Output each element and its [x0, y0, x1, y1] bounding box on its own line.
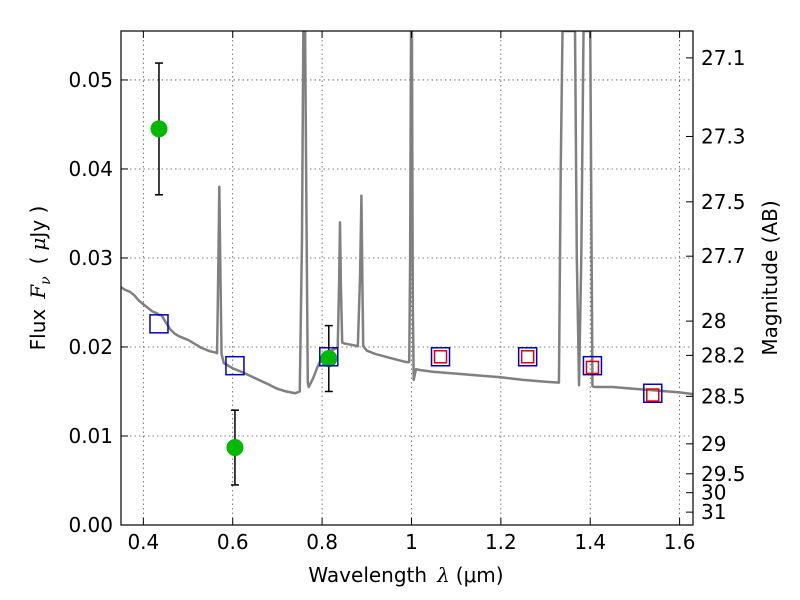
y-axis-title-subscript: ν — [38, 276, 54, 285]
x-tick-label: 1.2 — [485, 530, 517, 554]
y2-tick-label: 27.3 — [701, 124, 746, 148]
observed-point — [226, 439, 244, 457]
x-axis-title-text: Wavelength — [308, 563, 427, 587]
x-axis-title-unit: (μm) — [456, 563, 504, 587]
y2-tick-label: 28.2 — [701, 343, 746, 367]
y-axis-title-symbol: F — [26, 284, 50, 300]
observed-point — [150, 120, 168, 138]
x-axis-title-symbol: λ — [436, 563, 450, 587]
y-tick-label: 0.02 — [68, 335, 113, 359]
x-tick-label: 0.6 — [217, 530, 249, 554]
blue-square-marker — [643, 383, 663, 404]
blue-square-marker — [225, 355, 245, 376]
y2-tick-label: 27.1 — [701, 46, 746, 70]
y-axis-title-unit: Jy ) — [26, 206, 50, 240]
y2-tick-label: 28 — [701, 309, 726, 333]
y-axis-title-paren: ( — [26, 257, 50, 265]
model-spectrum-line — [121, 31, 693, 396]
blue-square-marker — [319, 347, 339, 367]
axis-ticks: 0.4 0.6 0.8 1 1.2 1.4 1.6 0.00 0.01 0.02 0.03 0.04 0… — [68, 31, 746, 554]
plot-frame — [120, 30, 694, 526]
y-tick-label: 0.00 — [68, 513, 113, 537]
blue-square-marker — [430, 347, 451, 367]
blue-square-marker — [582, 355, 603, 376]
x-tick-label: 1.4 — [574, 530, 606, 554]
blue-square-marker — [517, 347, 538, 367]
red-square-marker — [520, 350, 535, 364]
y2-tick-label: 27.5 — [701, 190, 746, 214]
blue-square-marker — [149, 314, 169, 334]
y2-tick-label: 28.5 — [701, 384, 746, 408]
y-axis-title: Flux Fν ( μJy ) — [26, 206, 54, 351]
red-square-marker — [585, 360, 600, 375]
y2-tick-label: 30 — [701, 481, 726, 505]
y2-tick-label: 27.7 — [701, 244, 746, 268]
y-tick-label: 0.03 — [68, 246, 113, 270]
y2-axis-title: Magnitude (AB) — [758, 200, 782, 355]
y-tick-label: 0.05 — [68, 68, 113, 92]
x-tick-label: 1 — [405, 530, 418, 554]
x-tick-label: 0.8 — [306, 530, 338, 554]
red-square-marker — [433, 350, 448, 364]
y2-tick-label: 29.5 — [701, 462, 746, 486]
x-axis-title: Wavelength λ (μm) — [308, 563, 503, 587]
plot-area — [121, 31, 693, 486]
y-tick-label: 0.01 — [68, 424, 113, 448]
x-tick-label: 1.6 — [664, 530, 696, 554]
x-tick-label: 0.4 — [127, 530, 159, 554]
observed-point — [320, 350, 338, 368]
y2-tick-label: 31 — [701, 500, 726, 524]
y2-tick-label: 29 — [701, 432, 726, 456]
y-axis-title-mu: μ — [26, 238, 50, 251]
y-axis-title-text: Flux — [26, 309, 50, 351]
red-square-marker — [646, 388, 660, 402]
y-tick-label: 0.04 — [68, 157, 113, 181]
